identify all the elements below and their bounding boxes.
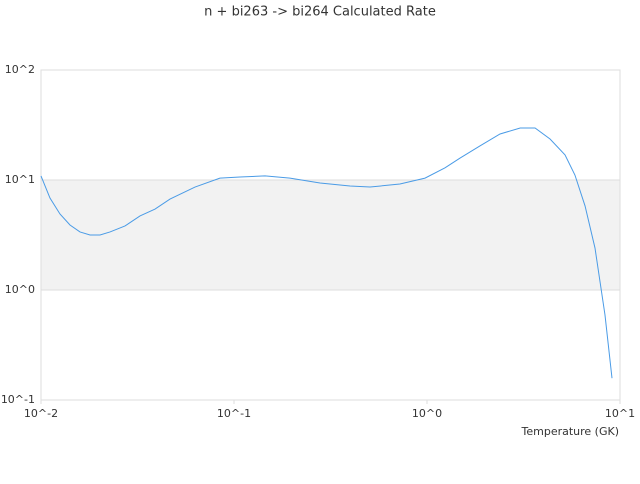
x-tick-label: 10^-2 bbox=[24, 407, 58, 420]
x-tick-label: 10^-1 bbox=[217, 407, 251, 420]
plot-band bbox=[41, 180, 620, 290]
x-tick-label: 10^0 bbox=[412, 407, 442, 420]
chart-title: n + bi263 -> bi264 Calculated Rate bbox=[204, 5, 436, 20]
y-tick-label: 10^1 bbox=[5, 173, 35, 186]
x-axis-label: Temperature (GK) bbox=[521, 425, 620, 438]
y-tick-label: 10^-1 bbox=[1, 393, 35, 406]
x-tick-label: 10^1 bbox=[605, 407, 635, 420]
data-line bbox=[40, 127, 613, 379]
y-tick-label: 10^0 bbox=[5, 283, 35, 296]
y-tick-label: 10^2 bbox=[5, 63, 35, 76]
